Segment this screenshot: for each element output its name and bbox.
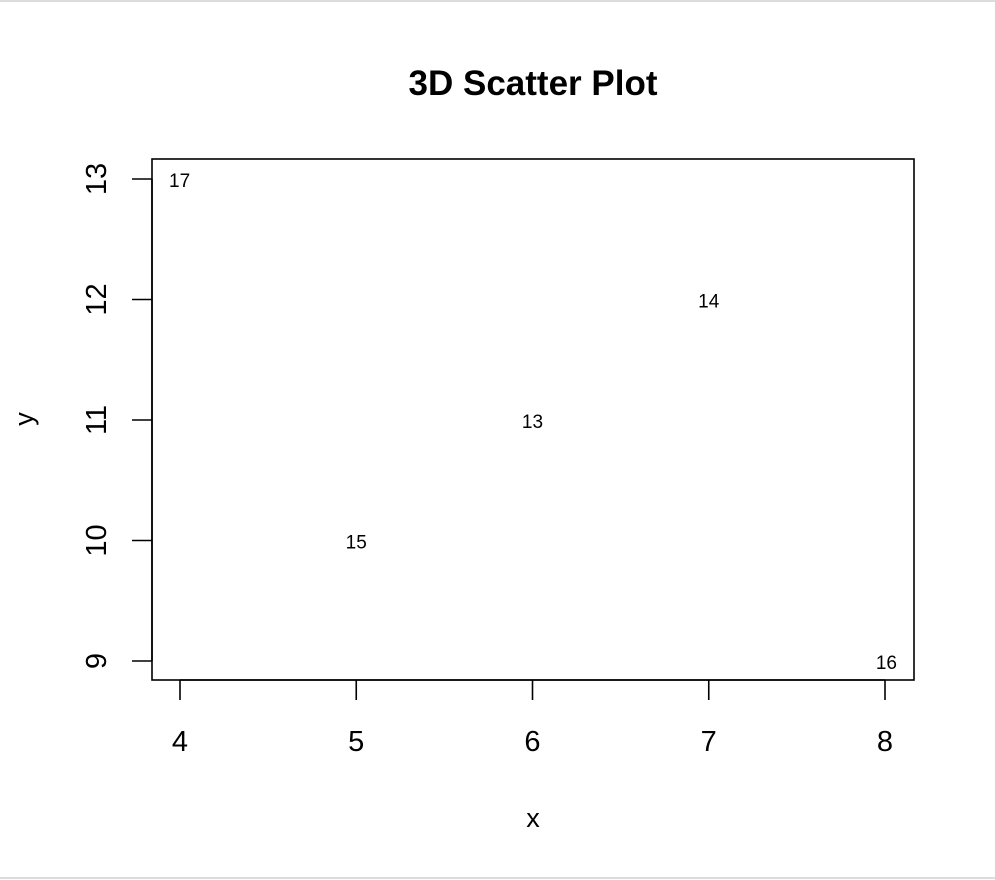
scatter-point-label: 17 xyxy=(169,171,190,192)
x-axis-label: x xyxy=(526,803,540,833)
scatter-point-label: 14 xyxy=(698,292,720,313)
top-border xyxy=(0,0,995,2)
scatter-point-label: 13 xyxy=(522,412,543,433)
x-tick-label: 5 xyxy=(348,726,364,758)
x-tick-label: 8 xyxy=(877,726,893,758)
y-tick-label: 12 xyxy=(81,283,113,315)
y-tick-label: 11 xyxy=(81,405,113,435)
y-tick-label: 13 xyxy=(81,163,113,195)
data-points: 13 14 15 16 17 xyxy=(169,171,897,674)
scatter-point-label: 16 xyxy=(876,653,897,674)
x-tick-label: 7 xyxy=(701,726,717,758)
scatter-point-label: 15 xyxy=(346,533,367,554)
x-tick-label: 4 xyxy=(172,726,188,758)
y-axis-label: y xyxy=(9,412,39,426)
chart-title: 3D Scatter Plot xyxy=(409,64,658,103)
x-axis: 4 5 6 7 8 xyxy=(172,679,893,758)
bottom-border xyxy=(0,877,995,879)
y-tick-label: 9 xyxy=(81,653,113,669)
y-tick-label: 10 xyxy=(81,524,113,556)
y-axis: 9 10 11 12 13 xyxy=(81,163,153,669)
x-tick-label: 6 xyxy=(524,726,540,758)
